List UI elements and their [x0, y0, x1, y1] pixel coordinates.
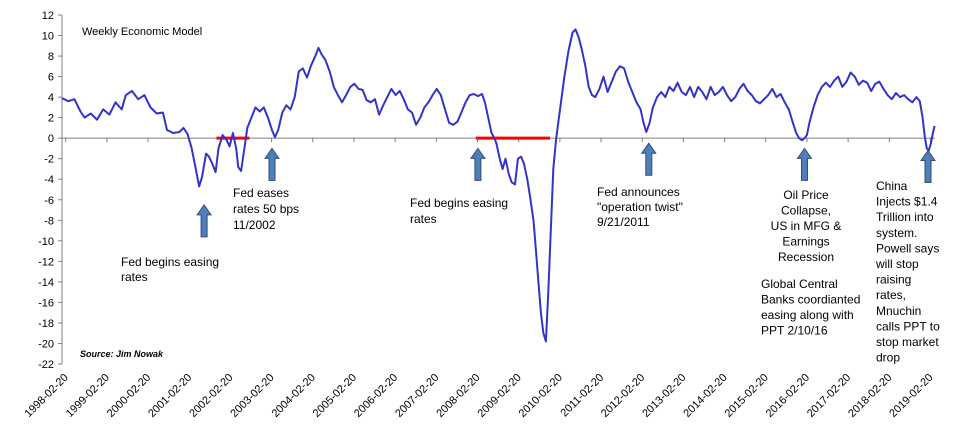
- annotation-arrow: [264, 147, 280, 181]
- y-tick-label: -22: [38, 359, 54, 371]
- y-tick-label: 4: [48, 92, 54, 104]
- y-tick-label: 6: [48, 72, 54, 84]
- y-tick-label: -18: [38, 318, 54, 330]
- annotation-line: Earnings: [782, 235, 829, 249]
- annotation-arrow: [796, 147, 813, 181]
- annotation-line: 9/21/2011: [597, 215, 650, 229]
- x-tick-label: 2010-02-20: [517, 372, 565, 420]
- annotation-line: "operation twist": [597, 200, 683, 214]
- annotation-global-central-banks: Global Central Banks coordianted easing al…: [761, 277, 860, 338]
- annotation-line: 11/2002: [233, 218, 276, 232]
- annotation-arrow: [469, 147, 486, 181]
- annotation-line: raising: [876, 273, 911, 287]
- y-tick-label: -12: [38, 256, 54, 268]
- annotation-line: Banks coordianted: [761, 293, 860, 307]
- annotation-line: rates: [410, 212, 437, 226]
- y-tick-label: -14: [38, 277, 54, 289]
- y-tick-label: -2: [44, 154, 54, 166]
- chart-title: Weekly Economic Model: [82, 26, 202, 38]
- annotation-fed-easing-2001: Fed begins easing rates: [121, 255, 219, 284]
- y-tick-label: -8: [44, 215, 54, 227]
- series-lines: [61, 28, 936, 343]
- y-tick-label: 2: [48, 113, 54, 125]
- annotation-china-injects: China Injects $1.4 Trillion into system. Pow…: [875, 179, 940, 365]
- annotation-line: will stop: [875, 257, 919, 271]
- annotation-operation-twist: Fed announces "operation twist" 9/21/2011: [597, 185, 683, 229]
- y-tick-label: 8: [48, 51, 54, 63]
- y-tick-label: -6: [44, 195, 54, 207]
- annotation-line: rates 50 bps: [233, 202, 299, 216]
- annotation-line: Collapse,: [781, 204, 831, 218]
- annotation-oil-price-collapse: Oil Price Collapse, US in MFG & Earnings Rec…: [771, 188, 842, 264]
- annotation-line: Fed begins easing: [121, 255, 219, 269]
- annotation-line: drop: [876, 351, 900, 365]
- annotation-line: Global Central: [761, 277, 838, 291]
- chart-source: Source: Jim Nowak: [80, 349, 164, 359]
- x-tick-label: 2019-02-20: [887, 372, 935, 420]
- annotation-line: Fed announces: [597, 185, 680, 199]
- annotation-fed-easing-2008: Fed begins easing rates: [410, 196, 508, 226]
- y-tick-label: -16: [38, 297, 54, 309]
- annotation-line: easing along with: [761, 308, 854, 322]
- y-tick-label: 0: [48, 133, 54, 145]
- annotation-arrow: [196, 204, 213, 238]
- annotation-line: Powell says: [876, 241, 939, 255]
- annotation-line: China: [876, 179, 908, 193]
- annotation-line: US in MFG &: [771, 219, 842, 233]
- annotation-line: rates: [121, 270, 148, 284]
- annotation-line: system.: [876, 226, 917, 240]
- annotation-arrows: [196, 142, 936, 238]
- annotation-line: Recession: [778, 250, 834, 264]
- annotation-line: rates,: [876, 288, 906, 302]
- annotation-line: Fed eases: [233, 186, 289, 200]
- annotation-arrow: [920, 149, 936, 183]
- annotation-line: calls PPT to: [876, 319, 940, 333]
- annotation-line: Trillion into: [876, 210, 934, 224]
- y-axis: 12 10 8 6 4 2 0 -2 -4 -6 -8 -10 -12 -14 -16 -18 -20 -22: [38, 10, 63, 371]
- annotation-line: Oil Price: [783, 188, 829, 202]
- annotation-fed-eases-2002: Fed eases rates 50 bps 11/2002: [233, 186, 299, 232]
- annotation-line: Mnuchin: [876, 304, 921, 318]
- annotation-line: PPT 2/10/16: [761, 324, 828, 338]
- annotation-line: stop market: [876, 335, 939, 349]
- y-tick-label: -10: [38, 236, 54, 248]
- y-tick-label: -4: [44, 174, 54, 186]
- y-tick-label: 12: [42, 10, 54, 22]
- series-line: [61, 28, 936, 343]
- y-tick-label: 10: [42, 31, 54, 43]
- annotation-line: Injects $1.4: [876, 195, 938, 209]
- annotation-arrow: [640, 142, 657, 176]
- annotation-line: Fed begins easing: [410, 196, 508, 210]
- y-tick-label: -20: [38, 338, 54, 350]
